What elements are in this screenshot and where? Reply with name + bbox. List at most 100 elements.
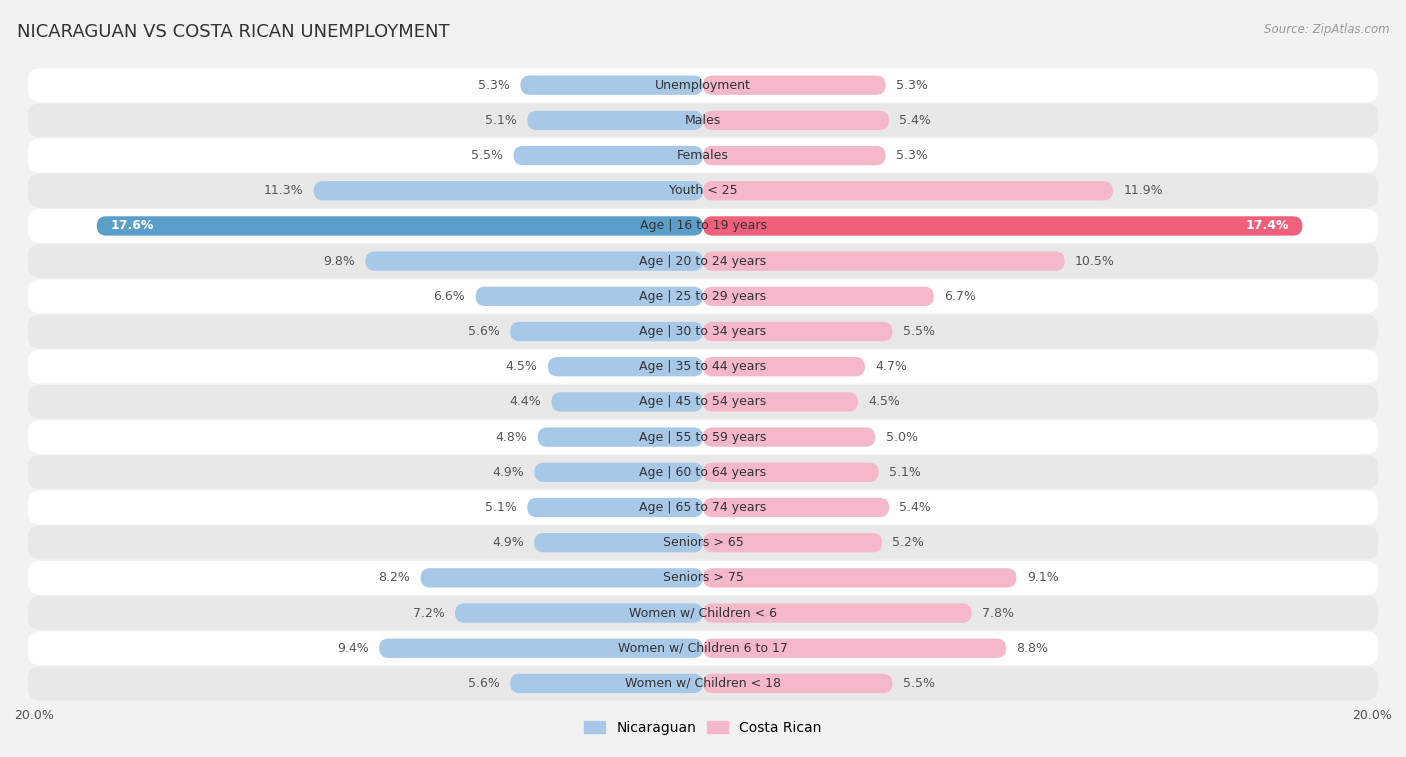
Text: 7.2%: 7.2% — [413, 606, 444, 619]
Text: Age | 20 to 24 years: Age | 20 to 24 years — [640, 254, 766, 268]
FancyBboxPatch shape — [28, 279, 1378, 313]
FancyBboxPatch shape — [97, 217, 703, 235]
FancyBboxPatch shape — [28, 209, 1378, 243]
FancyBboxPatch shape — [510, 674, 703, 693]
Text: Youth < 25: Youth < 25 — [669, 184, 737, 198]
Text: Age | 16 to 19 years: Age | 16 to 19 years — [640, 220, 766, 232]
Text: 20.0%: 20.0% — [1353, 709, 1392, 721]
FancyBboxPatch shape — [548, 357, 703, 376]
Text: 5.3%: 5.3% — [478, 79, 510, 92]
FancyBboxPatch shape — [28, 631, 1378, 665]
FancyBboxPatch shape — [703, 498, 889, 517]
Text: Seniors > 75: Seniors > 75 — [662, 572, 744, 584]
FancyBboxPatch shape — [537, 428, 703, 447]
FancyBboxPatch shape — [703, 111, 889, 130]
FancyBboxPatch shape — [28, 104, 1378, 137]
FancyBboxPatch shape — [420, 569, 703, 587]
FancyBboxPatch shape — [28, 420, 1378, 454]
FancyBboxPatch shape — [28, 68, 1378, 102]
Text: 5.1%: 5.1% — [485, 114, 517, 127]
FancyBboxPatch shape — [28, 456, 1378, 489]
Text: NICARAGUAN VS COSTA RICAN UNEMPLOYMENT: NICARAGUAN VS COSTA RICAN UNEMPLOYMENT — [17, 23, 450, 41]
FancyBboxPatch shape — [28, 385, 1378, 419]
FancyBboxPatch shape — [703, 569, 1017, 587]
Text: 4.7%: 4.7% — [875, 360, 907, 373]
FancyBboxPatch shape — [534, 533, 703, 553]
FancyBboxPatch shape — [703, 76, 886, 95]
FancyBboxPatch shape — [314, 181, 703, 201]
FancyBboxPatch shape — [703, 181, 1114, 201]
Text: Age | 45 to 54 years: Age | 45 to 54 years — [640, 395, 766, 409]
Text: 6.7%: 6.7% — [945, 290, 976, 303]
FancyBboxPatch shape — [456, 603, 703, 623]
Text: 11.3%: 11.3% — [264, 184, 304, 198]
Text: 20.0%: 20.0% — [14, 709, 53, 721]
Text: 7.8%: 7.8% — [981, 606, 1014, 619]
Text: 5.2%: 5.2% — [893, 536, 924, 549]
Text: 4.8%: 4.8% — [495, 431, 527, 444]
FancyBboxPatch shape — [551, 392, 703, 412]
FancyBboxPatch shape — [527, 498, 703, 517]
Text: Females: Females — [678, 149, 728, 162]
FancyBboxPatch shape — [28, 139, 1378, 173]
FancyBboxPatch shape — [703, 674, 893, 693]
FancyBboxPatch shape — [28, 561, 1378, 595]
FancyBboxPatch shape — [703, 287, 934, 306]
FancyBboxPatch shape — [28, 491, 1378, 525]
Text: 4.9%: 4.9% — [492, 536, 524, 549]
Text: Unemployment: Unemployment — [655, 79, 751, 92]
FancyBboxPatch shape — [703, 357, 865, 376]
Text: Age | 30 to 34 years: Age | 30 to 34 years — [640, 325, 766, 338]
Text: 4.5%: 4.5% — [869, 395, 900, 409]
Text: 5.1%: 5.1% — [889, 466, 921, 478]
FancyBboxPatch shape — [703, 463, 879, 482]
Text: 4.5%: 4.5% — [506, 360, 537, 373]
Text: Women w/ Children < 6: Women w/ Children < 6 — [628, 606, 778, 619]
Text: Males: Males — [685, 114, 721, 127]
Text: Age | 55 to 59 years: Age | 55 to 59 years — [640, 431, 766, 444]
Text: Seniors > 65: Seniors > 65 — [662, 536, 744, 549]
Text: 8.2%: 8.2% — [378, 572, 411, 584]
Text: 9.4%: 9.4% — [337, 642, 368, 655]
FancyBboxPatch shape — [513, 146, 703, 165]
FancyBboxPatch shape — [380, 639, 703, 658]
Text: 8.8%: 8.8% — [1017, 642, 1049, 655]
Text: Age | 35 to 44 years: Age | 35 to 44 years — [640, 360, 766, 373]
FancyBboxPatch shape — [527, 111, 703, 130]
FancyBboxPatch shape — [703, 392, 858, 412]
FancyBboxPatch shape — [510, 322, 703, 341]
Text: 5.4%: 5.4% — [900, 114, 931, 127]
Text: 5.3%: 5.3% — [896, 79, 928, 92]
Text: 5.6%: 5.6% — [468, 325, 499, 338]
Text: Age | 25 to 29 years: Age | 25 to 29 years — [640, 290, 766, 303]
FancyBboxPatch shape — [703, 322, 893, 341]
Text: 6.6%: 6.6% — [433, 290, 465, 303]
FancyBboxPatch shape — [28, 666, 1378, 700]
Text: 4.4%: 4.4% — [509, 395, 541, 409]
Text: 5.3%: 5.3% — [896, 149, 928, 162]
FancyBboxPatch shape — [703, 146, 886, 165]
Text: 10.5%: 10.5% — [1076, 254, 1115, 268]
Text: Source: ZipAtlas.com: Source: ZipAtlas.com — [1264, 23, 1389, 36]
Legend: Nicaraguan, Costa Rican: Nicaraguan, Costa Rican — [579, 715, 827, 740]
FancyBboxPatch shape — [703, 251, 1064, 271]
Text: 5.5%: 5.5% — [903, 325, 935, 338]
Text: Women w/ Children 6 to 17: Women w/ Children 6 to 17 — [619, 642, 787, 655]
Text: 4.9%: 4.9% — [492, 466, 524, 478]
FancyBboxPatch shape — [475, 287, 703, 306]
Text: 5.5%: 5.5% — [471, 149, 503, 162]
Text: 17.4%: 17.4% — [1246, 220, 1289, 232]
Text: 5.0%: 5.0% — [886, 431, 918, 444]
FancyBboxPatch shape — [703, 533, 882, 553]
FancyBboxPatch shape — [28, 526, 1378, 559]
Text: 5.5%: 5.5% — [903, 677, 935, 690]
Text: 5.1%: 5.1% — [485, 501, 517, 514]
FancyBboxPatch shape — [28, 315, 1378, 348]
Text: 9.1%: 9.1% — [1026, 572, 1059, 584]
Text: 5.4%: 5.4% — [900, 501, 931, 514]
Text: 9.8%: 9.8% — [323, 254, 356, 268]
FancyBboxPatch shape — [703, 639, 1007, 658]
FancyBboxPatch shape — [28, 597, 1378, 630]
Text: 5.6%: 5.6% — [468, 677, 499, 690]
Text: Age | 60 to 64 years: Age | 60 to 64 years — [640, 466, 766, 478]
